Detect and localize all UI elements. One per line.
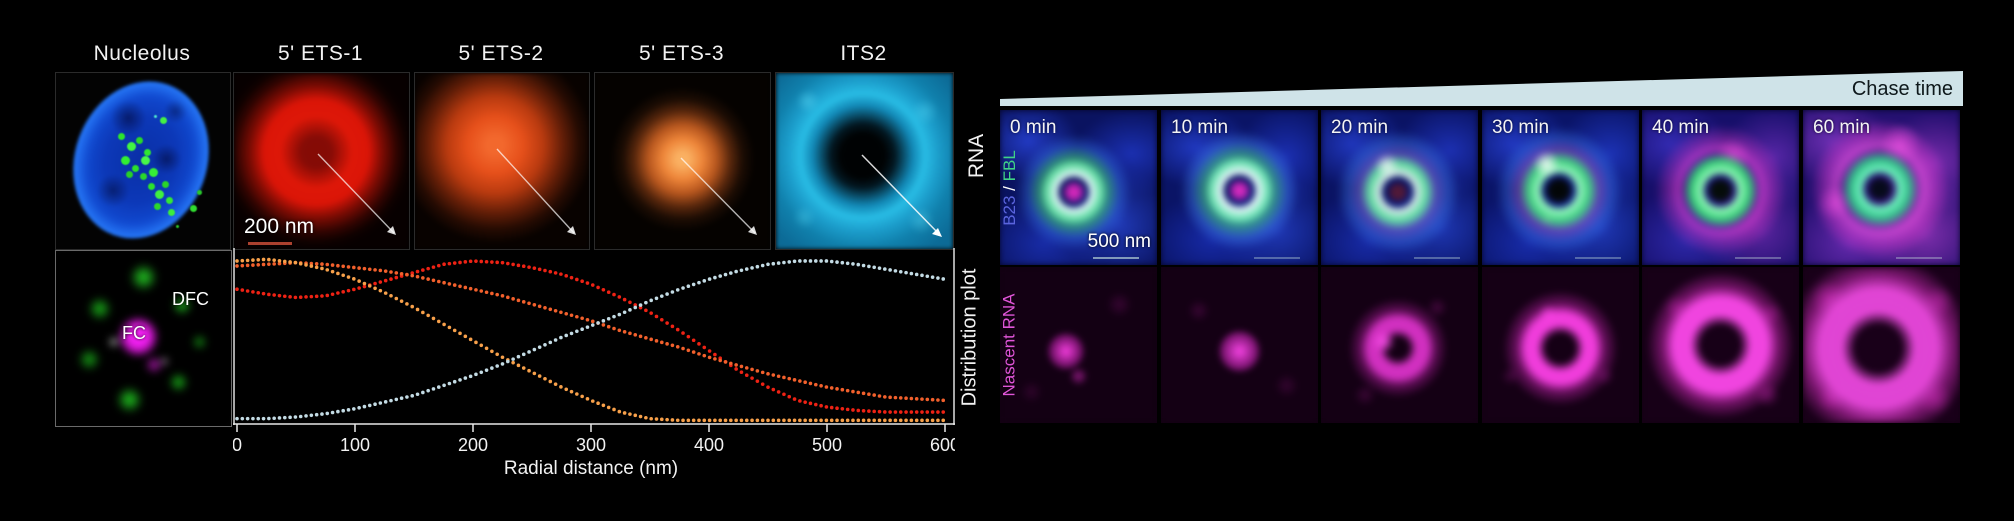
dfc-fc-panel: DFC FC — [55, 250, 232, 427]
overlay-signal — [1000, 110, 1157, 265]
timepoint-label: 60 min — [1813, 117, 1871, 138]
scale-bar — [1896, 257, 1942, 259]
column-title-5ets2: 5' ETS-2 — [458, 42, 544, 65]
overlay-signal — [1482, 110, 1639, 265]
svg-text:500: 500 — [812, 435, 842, 455]
nucleolus-panel — [55, 72, 231, 250]
timepoint-label: 20 min — [1331, 117, 1389, 138]
timepoint-label: 40 min — [1652, 117, 1710, 138]
overlay-signal — [1321, 110, 1478, 265]
chase-time-label: Chase time — [1851, 78, 1953, 100]
scale-bar — [1575, 257, 1621, 259]
chase-overlay-panel-40min: 40 min — [1642, 110, 1799, 265]
nucleus-blob — [56, 73, 230, 249]
nascent-rna-side-label: Nascent RNA — [999, 293, 1019, 397]
column-title-its2: ITS2 — [840, 42, 887, 65]
scale-bar — [248, 242, 292, 245]
dfc-label: DFC — [172, 289, 209, 309]
overlay-signal — [1161, 110, 1318, 265]
scale-bar — [1735, 257, 1781, 259]
scale-bar — [1093, 257, 1139, 259]
distribution-plot-chart: 0 100 200 300 400 500 600 Radial distance (nm) — [233, 248, 955, 479]
timepoint-label: 30 min — [1492, 117, 1550, 138]
chase-overlay-panel-10min: 10 min — [1161, 110, 1318, 265]
5ets1-signal — [234, 73, 409, 249]
chase-nascent-panel-0min — [1000, 267, 1157, 423]
center-to-edge-arrow-icon — [317, 153, 396, 235]
svg-text:400: 400 — [694, 435, 724, 455]
chase-nascent-panel-40min — [1642, 267, 1799, 423]
timepoint-label: 10 min — [1171, 117, 1229, 138]
slash-label: / — [999, 181, 1019, 196]
center-to-edge-arrow-icon — [680, 157, 757, 235]
column-title-5ets1: 5' ETS-1 — [277, 42, 364, 65]
chase-nascent-panel-60min — [1803, 267, 1960, 423]
timepoint-label: 0 min — [1010, 117, 1057, 138]
nascent-signal — [1642, 267, 1799, 423]
scale-bar-label: 200 nm — [244, 215, 315, 238]
5ets3-signal — [595, 73, 770, 249]
fc-label: FC — [122, 323, 146, 343]
center-to-edge-arrow-icon — [861, 154, 942, 237]
5ets1-panel: 200 nm — [233, 72, 410, 250]
5ets2-signal — [415, 73, 589, 249]
distribution-plot-side-label: Distribution plot — [958, 268, 981, 406]
fbl-b23-side-label: B23 / FBL — [996, 112, 1023, 264]
chase-time-wedge: Chase time — [1000, 71, 1963, 106]
center-to-edge-arrow-icon — [496, 148, 576, 235]
svg-text:100: 100 — [340, 435, 370, 455]
its2-signal — [776, 73, 953, 249]
fbl-label: FBL — [999, 150, 1019, 182]
5ets2-panel — [414, 72, 590, 250]
svg-text:300: 300 — [576, 435, 606, 455]
dfc-fc-signal — [56, 251, 231, 426]
chase-nascent-panel-30min — [1482, 267, 1639, 423]
nascent-signal — [1000, 267, 1157, 423]
nascent-signal — [1321, 267, 1478, 423]
chase-overlay-panel-0min: 0 min 500 nm — [1000, 110, 1157, 265]
column-title-nucleolus: Nucleolus — [93, 42, 191, 65]
its2-panel — [775, 72, 954, 250]
overlay-signal — [1642, 110, 1799, 265]
nucleolus-green-foci — [56, 73, 63, 80]
scale-bar — [1414, 257, 1460, 259]
chase-nascent-panel-20min — [1321, 267, 1478, 423]
chase-overlay-panel-30min: 30 min — [1482, 110, 1639, 265]
b23-label: B23 — [999, 195, 1019, 226]
nascent-signal — [1482, 267, 1639, 423]
chase-nascent-panel-10min — [1161, 267, 1318, 423]
nascent-signal — [1161, 267, 1318, 423]
svg-text:200: 200 — [458, 435, 488, 455]
nascent-signal — [1803, 267, 1960, 423]
column-title-5ets3: 5' ETS-3 — [638, 42, 725, 65]
svg-text:0: 0 — [233, 435, 242, 455]
overlay-signal — [1803, 110, 1960, 265]
svg-text:600: 600 — [930, 435, 955, 455]
scale-bar — [1254, 257, 1300, 259]
chase-overlay-panel-20min: 20 min — [1321, 110, 1478, 265]
chase-overlay-panel-60min: 60 min — [1803, 110, 1960, 265]
rna-row-side-label: RNA — [965, 133, 988, 179]
svg-text:Radial distance (nm): Radial distance (nm) — [504, 458, 678, 479]
scale-bar-label: 500 nm — [1087, 231, 1151, 252]
5ets3-panel — [594, 72, 771, 250]
